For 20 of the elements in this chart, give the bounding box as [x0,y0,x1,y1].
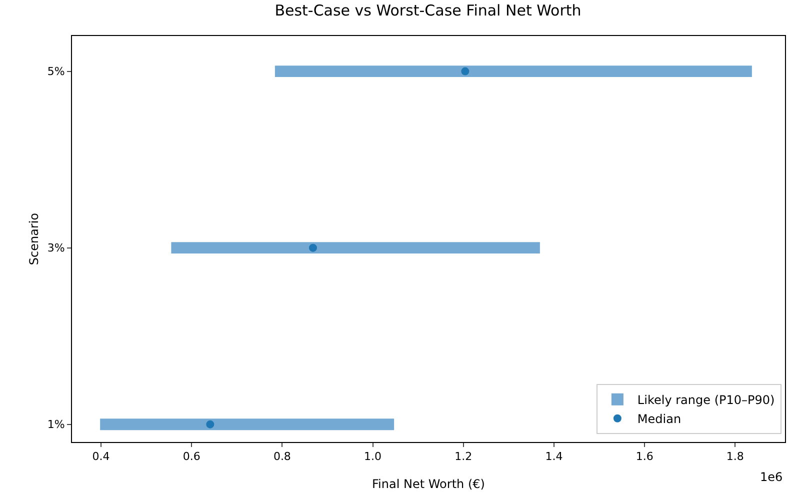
x-tick-label: 0.4 [92,450,110,464]
legend-label: Median [637,412,682,426]
bar [171,242,540,254]
x-tick-label: 0.8 [273,450,291,464]
chart-title: Best-Case vs Worst-Case Final Net Worth [274,2,582,20]
bar [274,66,752,78]
y-tick-label: 5% [47,65,65,78]
x-tick-label: 0.6 [182,450,200,464]
text: 1e6 [760,470,783,484]
x-tick-label: 1.0 [364,450,382,464]
y-tick-label: 3% [47,242,65,255]
bar [100,418,394,430]
x-axis-title: Final Net Worth (€) [372,477,485,491]
y-axis-title: Scenario [27,212,41,266]
x-tick-label: 1.4 [545,450,563,464]
y-tick-label: 1% [47,418,65,432]
x-tick-label: 1.6 [636,450,654,464]
x-tick-label: 1.8 [726,450,744,464]
x-tick-label: 1.2 [454,450,472,464]
legend-label: Likely range (P10–P90) [637,393,775,408]
